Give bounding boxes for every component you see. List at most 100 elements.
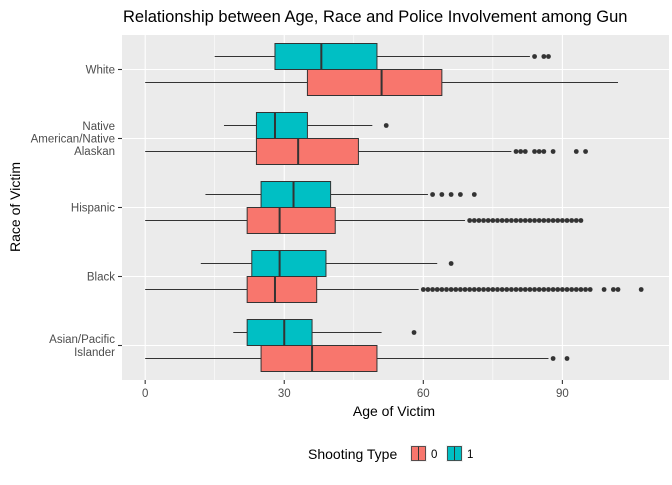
outlier-point [536, 287, 542, 292]
box [274, 43, 378, 70]
outlier-point [504, 287, 510, 292]
outlier-point [559, 287, 565, 292]
outlier-point [513, 149, 519, 154]
outlier-point [522, 149, 528, 154]
outlier-point [434, 287, 440, 292]
y-tick-label: White [86, 65, 115, 77]
outlier-point [476, 218, 482, 223]
box-marks [145, 43, 644, 372]
outlier-point [495, 218, 500, 223]
outlier-point [439, 192, 445, 197]
outlier-point [550, 149, 556, 154]
y-tick-label-line: Black [87, 272, 115, 284]
outlier-point [564, 287, 570, 292]
outlier-point [550, 287, 556, 292]
y-tick-label: Black [87, 272, 115, 284]
outlier-point [532, 149, 537, 154]
outlier-point [541, 54, 547, 59]
outlier-point [518, 218, 524, 223]
outlier-point [518, 287, 524, 292]
outlier-point [541, 218, 547, 223]
outlier-point [420, 287, 426, 292]
box-group [214, 43, 551, 70]
outlier-point [527, 287, 533, 292]
outlier-point [448, 287, 454, 292]
outlier-point [601, 287, 607, 292]
box-group [200, 250, 454, 277]
outlier-point [462, 287, 468, 292]
outlier-point [569, 287, 575, 292]
box [255, 138, 359, 165]
outlier-point [536, 149, 542, 154]
outlier-point [448, 192, 454, 197]
outlier-point [583, 287, 588, 292]
outlier-point [476, 287, 482, 292]
outlier-point [430, 192, 435, 197]
outlier-point [550, 218, 556, 223]
legend-label: 0 [431, 449, 437, 461]
outlier-point [411, 330, 417, 335]
y-tick-label: Asian/Pacific Islander [49, 334, 115, 359]
box-group [205, 181, 477, 208]
outlier-point [638, 287, 644, 292]
outlier-point [508, 218, 514, 223]
outlier-point [546, 287, 551, 292]
outlier-point [615, 287, 621, 292]
outlier-point [518, 149, 524, 154]
outlier-point [513, 218, 519, 223]
box-group [145, 345, 570, 372]
outlier-point [522, 218, 528, 223]
x-tick-label: 0 [142, 388, 148, 400]
outlier-point [532, 218, 537, 223]
outlier-point [522, 287, 528, 292]
y-tick-label-line: Asian/Pacific [49, 334, 115, 346]
outlier-point [444, 287, 449, 292]
outlier-point [527, 218, 533, 223]
y-axis-title: Race of Victim [7, 162, 23, 252]
y-tick-label-line: Native [82, 121, 115, 133]
box [260, 345, 378, 372]
box-group [145, 276, 644, 303]
box [246, 276, 318, 303]
outlier-point [573, 218, 579, 223]
outlier-point [555, 287, 561, 292]
y-tick-label-line: Hispanic [71, 203, 115, 215]
grid-lines [122, 35, 669, 380]
outlier-point [504, 218, 510, 223]
y-tick-label: Native American/Native Alaskan [31, 121, 115, 158]
outlier-point [541, 149, 547, 154]
y-tick-label-line: White [86, 65, 115, 77]
y-tick-label-line: Alaskan [74, 146, 115, 158]
outlier-point [513, 287, 519, 292]
outlier-point [546, 218, 551, 223]
outlier-point [471, 287, 477, 292]
box [246, 319, 313, 346]
outlier-point [508, 287, 514, 292]
outlier-point [457, 287, 463, 292]
outlier-point [569, 218, 575, 223]
outlier-point [481, 218, 486, 223]
outlier-point [499, 287, 505, 292]
outlier-point [564, 218, 570, 223]
outlier-point [471, 192, 477, 197]
outlier-point [453, 287, 459, 292]
outlier-point [485, 287, 491, 292]
outlier-point [499, 218, 505, 223]
chart-title: Relationship between Age, Race and Polic… [123, 8, 627, 26]
x-axis-title: Age of Victim [353, 403, 435, 419]
box-group [145, 69, 619, 96]
axes: 0 30 60 90 White Native American/Native Alaskan… [31, 65, 569, 401]
outlier-point [573, 149, 579, 154]
outlier-point [546, 54, 551, 59]
box [306, 69, 443, 96]
outlier-point [550, 356, 556, 361]
box [246, 207, 336, 234]
outlier-point [610, 287, 616, 292]
legend-label: 1 [467, 449, 473, 461]
outlier-point [467, 218, 473, 223]
outlier-point [471, 218, 477, 223]
outlier-point [485, 218, 491, 223]
